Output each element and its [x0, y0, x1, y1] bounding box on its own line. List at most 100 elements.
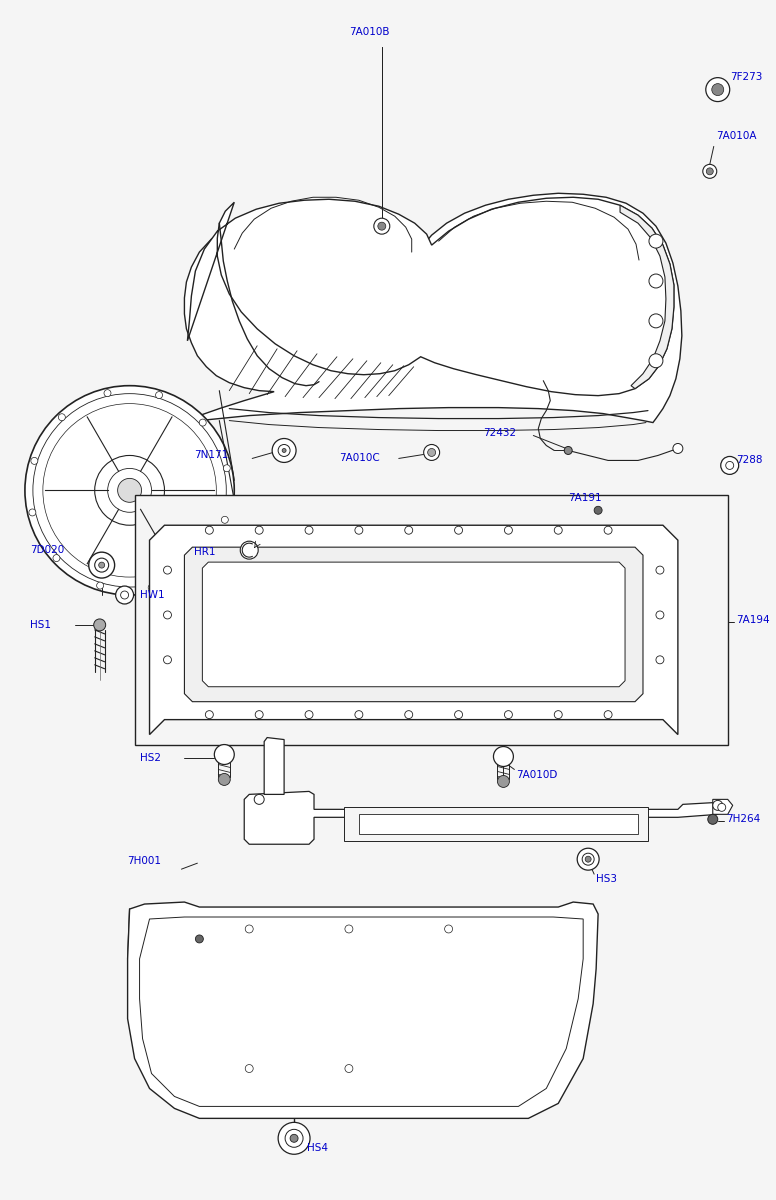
- Circle shape: [104, 390, 111, 397]
- Text: 7D020: 7D020: [30, 545, 64, 556]
- Text: 7A010B: 7A010B: [349, 26, 390, 37]
- Circle shape: [649, 234, 663, 248]
- Circle shape: [221, 516, 228, 523]
- Circle shape: [194, 560, 201, 566]
- Circle shape: [708, 815, 718, 824]
- Circle shape: [649, 314, 663, 328]
- Circle shape: [285, 1129, 303, 1147]
- Circle shape: [718, 803, 726, 811]
- Circle shape: [504, 710, 512, 719]
- Circle shape: [455, 710, 462, 719]
- Circle shape: [58, 414, 65, 421]
- Circle shape: [504, 527, 512, 534]
- Circle shape: [255, 527, 263, 534]
- Circle shape: [712, 84, 724, 96]
- Circle shape: [164, 656, 171, 664]
- Circle shape: [497, 775, 509, 787]
- Polygon shape: [150, 526, 678, 734]
- Circle shape: [656, 611, 664, 619]
- Circle shape: [355, 527, 363, 534]
- Circle shape: [164, 566, 171, 574]
- Circle shape: [199, 419, 206, 426]
- Circle shape: [585, 856, 591, 862]
- Circle shape: [577, 848, 599, 870]
- Polygon shape: [134, 496, 728, 744]
- Circle shape: [345, 1064, 353, 1073]
- Circle shape: [455, 527, 462, 534]
- Circle shape: [255, 710, 263, 719]
- Polygon shape: [127, 902, 598, 1118]
- Circle shape: [278, 1122, 310, 1154]
- Polygon shape: [359, 815, 638, 834]
- Circle shape: [305, 710, 313, 719]
- Circle shape: [25, 385, 234, 595]
- Text: 7A194: 7A194: [736, 614, 769, 625]
- Text: 7F273: 7F273: [729, 72, 762, 82]
- Circle shape: [241, 541, 258, 559]
- Circle shape: [649, 354, 663, 367]
- Circle shape: [345, 925, 353, 932]
- Circle shape: [99, 562, 105, 568]
- Circle shape: [673, 444, 683, 454]
- Circle shape: [445, 925, 452, 932]
- Circle shape: [424, 444, 440, 461]
- Circle shape: [43, 403, 217, 577]
- Text: HS1: HS1: [30, 620, 51, 630]
- Circle shape: [155, 391, 162, 398]
- Polygon shape: [140, 917, 584, 1106]
- Circle shape: [29, 509, 36, 516]
- Circle shape: [428, 449, 435, 456]
- Text: 7A010A: 7A010A: [715, 132, 757, 142]
- Text: HR1: HR1: [195, 547, 216, 557]
- Text: scuderia: scuderia: [275, 564, 499, 616]
- Circle shape: [53, 554, 60, 562]
- Circle shape: [118, 479, 141, 503]
- Circle shape: [378, 222, 386, 230]
- Polygon shape: [185, 547, 643, 702]
- Circle shape: [206, 710, 213, 719]
- Circle shape: [405, 527, 413, 534]
- Polygon shape: [203, 562, 625, 686]
- Polygon shape: [620, 205, 674, 389]
- Circle shape: [206, 527, 213, 534]
- Circle shape: [255, 794, 264, 804]
- Text: 7A010D: 7A010D: [516, 770, 558, 780]
- Circle shape: [196, 935, 203, 943]
- Circle shape: [305, 527, 313, 534]
- Polygon shape: [244, 792, 722, 845]
- Polygon shape: [154, 193, 682, 426]
- Circle shape: [554, 710, 563, 719]
- Circle shape: [116, 586, 133, 604]
- Text: HS3: HS3: [596, 874, 617, 884]
- Circle shape: [245, 925, 253, 932]
- Circle shape: [272, 438, 296, 462]
- Circle shape: [703, 164, 717, 179]
- Circle shape: [245, 1064, 253, 1073]
- Circle shape: [95, 456, 165, 526]
- Circle shape: [97, 582, 104, 589]
- Text: HW1: HW1: [140, 590, 165, 600]
- Circle shape: [94, 619, 106, 631]
- Text: 7N171: 7N171: [195, 450, 229, 461]
- Circle shape: [713, 800, 722, 810]
- Circle shape: [31, 457, 38, 464]
- Circle shape: [148, 584, 155, 592]
- Circle shape: [278, 444, 290, 456]
- Circle shape: [120, 592, 129, 599]
- Circle shape: [218, 774, 230, 786]
- Text: c  a  r  a  r  t: c a r a r t: [301, 626, 473, 654]
- Text: HS2: HS2: [140, 752, 161, 762]
- Circle shape: [656, 566, 664, 574]
- Circle shape: [649, 274, 663, 288]
- Polygon shape: [344, 808, 648, 841]
- Circle shape: [554, 527, 563, 534]
- Circle shape: [88, 552, 115, 578]
- Circle shape: [95, 558, 109, 572]
- Circle shape: [164, 611, 171, 619]
- Circle shape: [374, 218, 390, 234]
- Circle shape: [282, 449, 286, 452]
- Text: 7A010C: 7A010C: [339, 454, 379, 463]
- Circle shape: [604, 527, 612, 534]
- Circle shape: [594, 506, 602, 515]
- Circle shape: [355, 710, 363, 719]
